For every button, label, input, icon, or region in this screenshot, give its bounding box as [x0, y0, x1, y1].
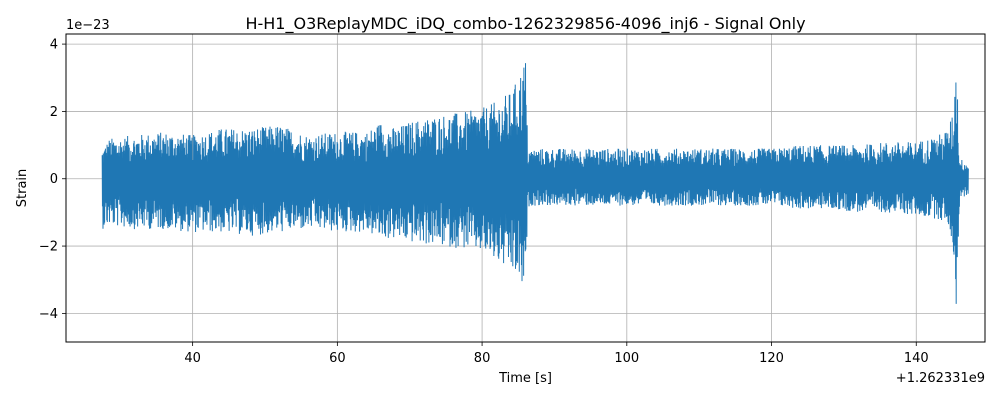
- x-tick-label: 100: [614, 351, 639, 366]
- x-tick-label: 60: [329, 351, 346, 366]
- y-axis-ticks: −4 −2 0 2 4: [39, 38, 66, 322]
- chart-title: H-H1_O3ReplayMDC_iDQ_combo-1262329856-40…: [245, 14, 805, 34]
- x-tick-label: 140: [904, 351, 929, 366]
- y-tick-label: −4: [39, 307, 58, 322]
- y-tick-label: 4: [50, 38, 58, 53]
- y-tick-label: 2: [50, 105, 58, 120]
- x-tick-label: 120: [759, 351, 784, 366]
- y-axis-scale-label: 1e−23: [66, 18, 110, 33]
- y-axis-label: Strain: [15, 169, 30, 208]
- x-tick-label: 40: [184, 351, 201, 366]
- x-axis-offset-label: +1.262331e9: [896, 371, 985, 386]
- axes-frame: [65, 33, 986, 343]
- x-axis-label: Time [s]: [498, 371, 552, 386]
- signal-series-line: [101, 63, 969, 304]
- y-tick-label: −2: [39, 240, 58, 255]
- x-axis-ticks: 40 60 80 100 120 140: [184, 342, 929, 366]
- y-tick-label: 0: [50, 172, 58, 187]
- x-tick-label: 80: [474, 351, 491, 366]
